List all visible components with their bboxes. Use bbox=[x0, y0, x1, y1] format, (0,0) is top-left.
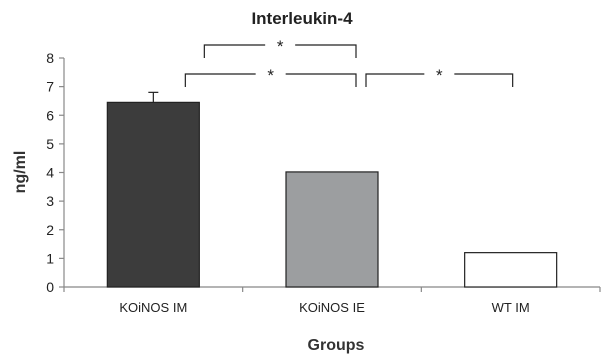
significance-star: * bbox=[277, 37, 284, 56]
significance-bracket bbox=[365, 73, 514, 87]
bar bbox=[285, 171, 379, 288]
y-tick-label: 0 bbox=[46, 279, 54, 295]
y-tick-label: 4 bbox=[46, 165, 54, 181]
y-tick-label: 1 bbox=[46, 250, 54, 266]
y-tick-label: 7 bbox=[46, 79, 54, 95]
x-axis-label: Groups bbox=[308, 337, 365, 354]
y-tick-label: 2 bbox=[46, 222, 54, 238]
significance-bracket bbox=[184, 73, 357, 87]
y-tick-label: 6 bbox=[46, 107, 54, 123]
y-tick-label: 5 bbox=[46, 136, 54, 152]
significance-bracket bbox=[203, 44, 357, 58]
category-label: KOiNOS IE bbox=[299, 300, 365, 315]
y-axis-label: ng/ml bbox=[12, 151, 29, 194]
category-label: KOiNOS IM bbox=[119, 300, 187, 315]
category-label: WT IM bbox=[492, 300, 530, 315]
chart-title: Interleukin-4 bbox=[251, 9, 353, 28]
significance-star: * bbox=[267, 66, 274, 85]
bar bbox=[106, 101, 200, 288]
y-tick-label: 3 bbox=[46, 193, 54, 209]
significance-star: * bbox=[436, 66, 443, 85]
y-tick-label: 8 bbox=[46, 50, 54, 66]
bar bbox=[464, 252, 558, 288]
